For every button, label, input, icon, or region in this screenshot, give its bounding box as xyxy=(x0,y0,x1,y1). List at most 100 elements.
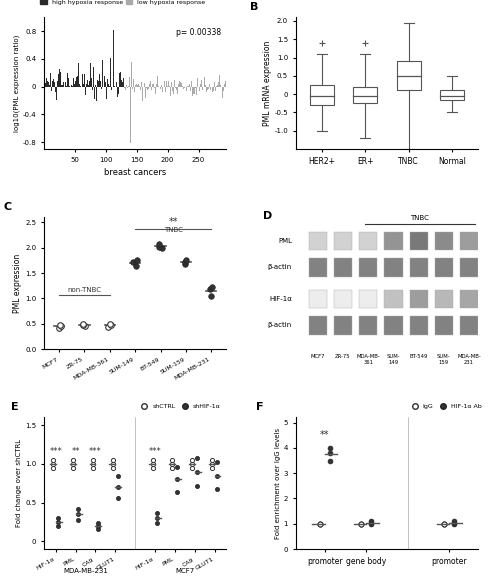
Bar xyxy=(61,78,62,87)
Text: MDA-MB-231: MDA-MB-231 xyxy=(63,568,108,575)
Bar xyxy=(359,290,377,308)
Bar xyxy=(168,87,169,91)
Bar xyxy=(119,73,120,87)
Bar xyxy=(175,87,176,88)
Bar xyxy=(460,232,478,250)
Text: **: ** xyxy=(168,217,178,227)
Bar xyxy=(87,79,88,87)
Bar xyxy=(123,77,124,87)
Bar xyxy=(147,86,148,87)
Bar xyxy=(137,84,138,87)
Bar xyxy=(43,72,44,87)
Bar xyxy=(193,87,194,94)
Bar xyxy=(409,232,428,250)
Text: TNBC: TNBC xyxy=(164,227,183,232)
Bar xyxy=(179,81,180,87)
Bar xyxy=(76,87,77,88)
Bar xyxy=(114,86,115,87)
Bar xyxy=(140,87,141,90)
Legend: IgG, HIF-1α Ab: IgG, HIF-1α Ab xyxy=(406,401,484,411)
Bar xyxy=(146,87,147,88)
Bar xyxy=(55,87,56,92)
Bar xyxy=(460,290,478,308)
Bar xyxy=(170,87,171,96)
Bar xyxy=(196,87,197,95)
Bar xyxy=(131,62,132,87)
Bar xyxy=(409,316,428,335)
Bar xyxy=(138,84,139,87)
Bar xyxy=(48,82,49,87)
Bar xyxy=(217,87,218,93)
Bar xyxy=(78,63,79,87)
Text: TNBC: TNBC xyxy=(410,216,429,221)
Bar xyxy=(133,79,134,87)
Text: **: ** xyxy=(71,447,80,456)
Bar xyxy=(215,87,216,91)
Y-axis label: PML expression: PML expression xyxy=(13,254,22,313)
Legend: high hypoxia response, low hypoxia response: high hypoxia response, low hypoxia respo… xyxy=(38,0,208,8)
Bar xyxy=(308,232,327,250)
Bar xyxy=(73,79,74,87)
Bar xyxy=(152,84,153,87)
Bar xyxy=(209,84,210,87)
Bar xyxy=(178,80,179,87)
Bar xyxy=(44,77,45,87)
Bar xyxy=(409,258,428,277)
Bar xyxy=(45,83,46,87)
Bar xyxy=(173,87,174,94)
Bar xyxy=(353,87,377,103)
Bar xyxy=(222,82,223,87)
Bar xyxy=(102,60,103,87)
Bar xyxy=(208,87,209,90)
Bar xyxy=(153,84,154,87)
Bar xyxy=(190,87,191,91)
Bar xyxy=(334,232,352,250)
Bar xyxy=(145,87,146,98)
Text: SUM-
149: SUM- 149 xyxy=(386,354,400,365)
Bar xyxy=(89,80,90,87)
Bar xyxy=(77,76,78,87)
Bar xyxy=(105,82,106,87)
Text: MCF7: MCF7 xyxy=(310,354,325,360)
Bar xyxy=(104,76,105,87)
Bar xyxy=(189,84,190,87)
Bar xyxy=(60,82,61,87)
Bar xyxy=(129,77,130,87)
Bar xyxy=(384,258,403,277)
Bar xyxy=(63,82,64,87)
Bar xyxy=(206,87,207,92)
Bar xyxy=(165,87,166,91)
Bar xyxy=(334,290,352,308)
Text: E: E xyxy=(11,402,19,412)
Bar xyxy=(84,75,85,87)
Text: MDA-MB-
361: MDA-MB- 361 xyxy=(356,354,380,365)
Text: ***: *** xyxy=(49,447,62,456)
Bar xyxy=(176,87,177,90)
Text: PML: PML xyxy=(278,238,292,244)
Bar xyxy=(142,81,143,87)
Bar xyxy=(125,87,126,90)
Text: MDA-MB-
231: MDA-MB- 231 xyxy=(457,354,481,365)
Bar xyxy=(156,84,157,87)
Bar xyxy=(58,64,59,87)
Y-axis label: Fold change over shCTRL: Fold change over shCTRL xyxy=(16,439,22,527)
Bar xyxy=(177,87,178,94)
Bar xyxy=(162,87,163,88)
Bar xyxy=(46,78,47,87)
Text: SUM-
159: SUM- 159 xyxy=(437,354,451,365)
Bar xyxy=(182,86,183,87)
Bar xyxy=(308,316,327,335)
Bar xyxy=(72,86,73,87)
Bar xyxy=(91,78,92,87)
Text: F: F xyxy=(256,402,263,412)
Bar xyxy=(164,80,165,87)
Text: ZR-75: ZR-75 xyxy=(335,354,351,360)
Bar xyxy=(121,80,122,87)
Bar xyxy=(225,81,226,87)
Text: ***: *** xyxy=(89,447,102,456)
Bar xyxy=(111,87,112,90)
Bar xyxy=(149,84,150,87)
X-axis label: breast cancers: breast cancers xyxy=(104,168,166,177)
Bar xyxy=(151,87,152,90)
Text: β-actin: β-actin xyxy=(268,264,292,271)
